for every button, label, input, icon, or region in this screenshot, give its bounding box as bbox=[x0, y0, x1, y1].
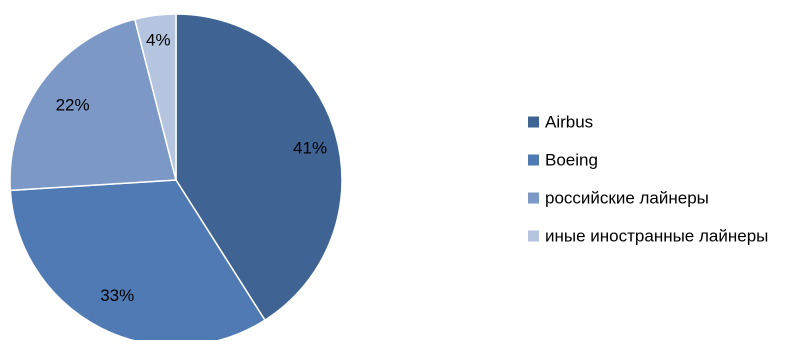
pie-value-label-1: 41% bbox=[293, 139, 327, 158]
legend-label-4: иные иностранные лайнеры bbox=[545, 227, 768, 246]
legend-swatch-1 bbox=[528, 116, 539, 128]
pie-value-labels: 41% 33% 22% 4% bbox=[56, 31, 328, 305]
pie-slices bbox=[9, 13, 343, 345]
legend-swatch-3 bbox=[528, 192, 539, 204]
pie-slice-4 bbox=[133, 13, 177, 181]
legend-label-2: Boeing bbox=[545, 151, 598, 170]
pie-slice-3 bbox=[9, 18, 177, 192]
pie-value-label-2: 33% bbox=[100, 286, 134, 305]
pie-slice-2 bbox=[9, 179, 266, 345]
legend-label-1: Airbus bbox=[545, 113, 593, 132]
chart-legend: Airbus Boeing российские лайнеры иные иност… bbox=[528, 113, 768, 246]
pie-value-label-4: 4% bbox=[146, 31, 171, 50]
pie-slice-1 bbox=[175, 13, 343, 322]
pie-value-label-3: 22% bbox=[56, 95, 90, 114]
legend-label-3: российские лайнеры bbox=[545, 189, 709, 208]
legend-swatch-2 bbox=[528, 154, 539, 166]
legend-swatch-4 bbox=[528, 230, 539, 242]
